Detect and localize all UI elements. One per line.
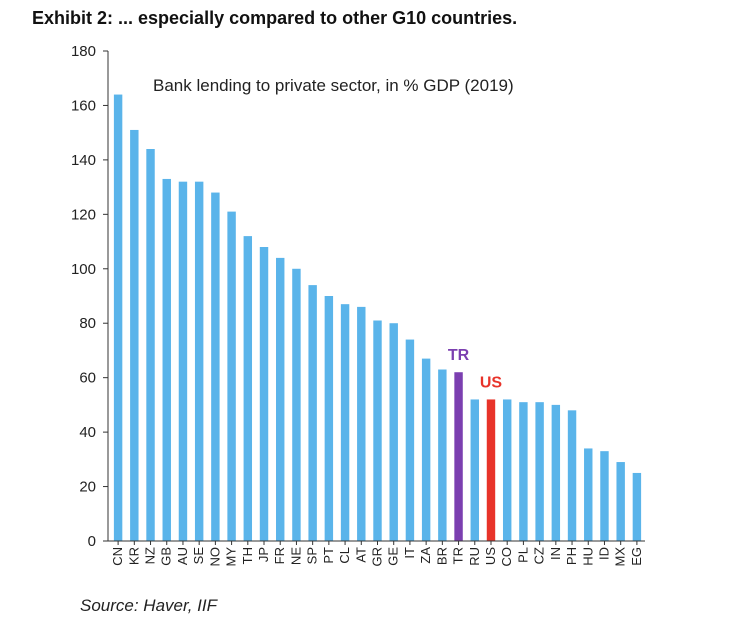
x-tick-label: PT [321, 547, 336, 564]
x-tick-label: NO [207, 547, 222, 567]
y-tick-label: 20 [79, 479, 96, 496]
bar-za [421, 358, 431, 541]
x-tick-label: GR [370, 547, 385, 567]
x-tick-label: IT [402, 547, 417, 559]
x-tick-label: GE [386, 547, 401, 566]
bar-cz [535, 402, 544, 541]
annotations: TR US [448, 347, 503, 391]
y-tick-label: 120 [71, 206, 96, 223]
bar-fr [276, 257, 285, 541]
bar-co [502, 399, 512, 541]
bar-in [551, 404, 561, 541]
bar-tr [454, 372, 463, 541]
x-tick-label: CZ [532, 547, 547, 564]
bar-it [405, 339, 415, 541]
annotation-tr: TR [448, 347, 470, 364]
x-tick-label: EG [629, 547, 644, 566]
bar-cl [340, 304, 350, 541]
x-tick-label: SE [191, 547, 206, 565]
bar-th [243, 236, 253, 541]
x-tick-label: AU [175, 547, 190, 565]
x-tick-label: ZA [418, 547, 433, 564]
x-tick-label: NE [288, 547, 303, 565]
x-tick-label: TH [240, 547, 255, 564]
bar-nz [146, 149, 155, 541]
bar-cn [113, 94, 123, 542]
bars [113, 94, 642, 542]
bar-ne [292, 268, 301, 541]
bar-ge [389, 323, 398, 541]
x-tick-label: MX [613, 547, 628, 567]
bar-sp [308, 285, 317, 541]
x-tick-label: FR [272, 547, 287, 564]
x-tick-label: RU [467, 547, 482, 566]
bar-au [178, 181, 188, 541]
y-tick-label: 0 [88, 533, 96, 550]
bar-my [227, 211, 236, 541]
x-tick-label: US [483, 547, 498, 565]
y-tick-label: 140 [71, 152, 96, 169]
bar-ph [567, 410, 577, 541]
bar-pt [324, 296, 334, 541]
y-axis: 0 20 40 60 80 100 120 140 160 180 [71, 43, 109, 550]
y-tick-label: 180 [71, 43, 96, 60]
bar-gb [162, 178, 171, 541]
chart-subtitle: Bank lending to private sector, in % GDP… [153, 76, 514, 95]
x-tick-label: CO [499, 547, 514, 567]
x-tick-label: CL [337, 547, 352, 564]
y-tick-label: 40 [79, 424, 96, 441]
x-tick-label: AT [353, 547, 368, 563]
bar-gr [373, 320, 382, 541]
x-tick-label: NZ [143, 547, 158, 564]
y-tick-label: 100 [71, 261, 96, 278]
x-tick-label: BR [434, 547, 449, 565]
annotation-us: US [480, 374, 503, 391]
x-tick-label: PH [564, 547, 579, 565]
x-tick-label: TR [451, 547, 466, 564]
y-tick-label: 160 [71, 97, 96, 114]
bar-id [600, 451, 609, 541]
x-tick-label: CN [110, 547, 125, 566]
bar-eg [632, 472, 642, 541]
y-tick-label: 60 [79, 370, 96, 387]
x-tick-label: MY [224, 547, 239, 567]
source-note: Source: Haver, IIF [80, 596, 217, 615]
bar-mx [616, 462, 625, 541]
x-tick-label: IN [548, 547, 563, 560]
x-tick-label: KR [126, 547, 141, 565]
bar-br [438, 369, 447, 541]
bar-at [357, 306, 366, 541]
x-tick-label: JP [256, 547, 271, 562]
x-tick-label: ID [596, 547, 611, 560]
bar-hu [584, 448, 593, 541]
bar-us [486, 399, 496, 541]
bar-pl [519, 402, 528, 541]
y-tick-label: 80 [79, 315, 96, 332]
x-tick-label: GB [159, 547, 174, 566]
exhibit-title: Exhibit 2: ... especially compared to ot… [32, 8, 518, 28]
x-tick-label: HU [580, 547, 595, 566]
bar-ru [470, 399, 479, 541]
x-tick-label: PL [515, 547, 530, 563]
bar-jp [259, 247, 269, 541]
x-axis: CN KR NZ GB AU SE NO MY TH JP FR NE SP PT CL AT GR GE IT ZA… [108, 540, 645, 567]
x-tick-label: SP [305, 547, 320, 564]
bar-kr [130, 129, 139, 541]
bar-no [211, 192, 220, 542]
bar-se [194, 181, 204, 541]
